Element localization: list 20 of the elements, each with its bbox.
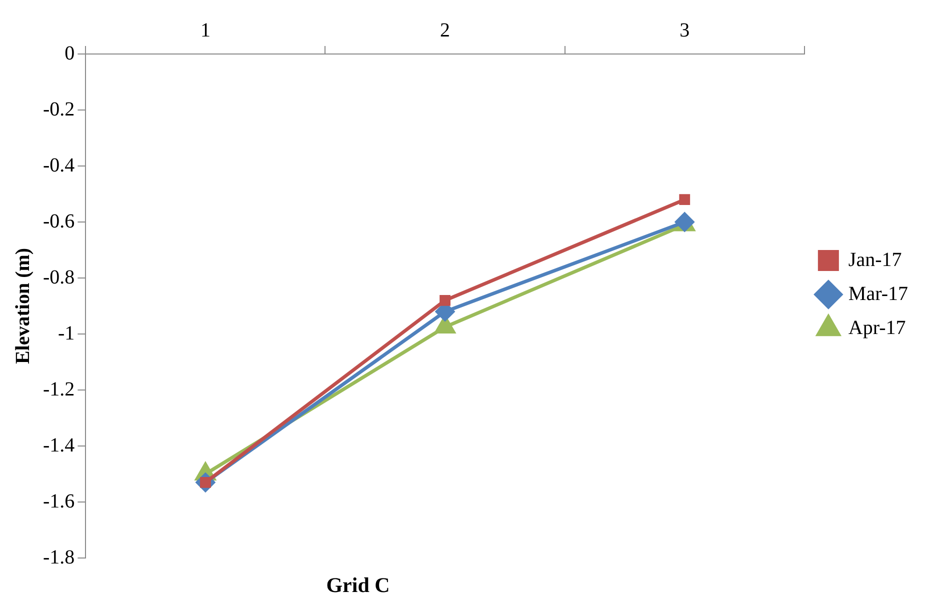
y-tick-label: -0.6 — [42, 210, 75, 232]
point — [679, 194, 690, 206]
x-tick-label: 2 — [440, 19, 450, 42]
legend-label: Apr-17 — [848, 316, 906, 339]
legend-label: Mar-17 — [848, 282, 908, 305]
y-tick-label: -1.6 — [42, 490, 75, 512]
y-tick-label: -0.8 — [42, 266, 75, 288]
x-axis-title: Grid C — [325, 573, 391, 598]
y-tick-label: 0 — [64, 42, 75, 64]
y-tick-label: -0.4 — [42, 154, 75, 176]
y-tick-label: -1.4 — [42, 434, 75, 456]
y-tick-label: -0.2 — [42, 98, 75, 120]
y-tick-label: -1 — [58, 322, 75, 344]
y-tick-label: -1.8 — [42, 546, 75, 568]
y-axis-title: Elevation (m) — [12, 248, 34, 364]
point — [440, 294, 450, 306]
y-tick-label: -1.2 — [42, 378, 75, 400]
x-tick-label: 3 — [680, 19, 690, 42]
legend-label: Jan-17 — [848, 248, 902, 271]
x-tick-label: 1 — [200, 19, 210, 42]
